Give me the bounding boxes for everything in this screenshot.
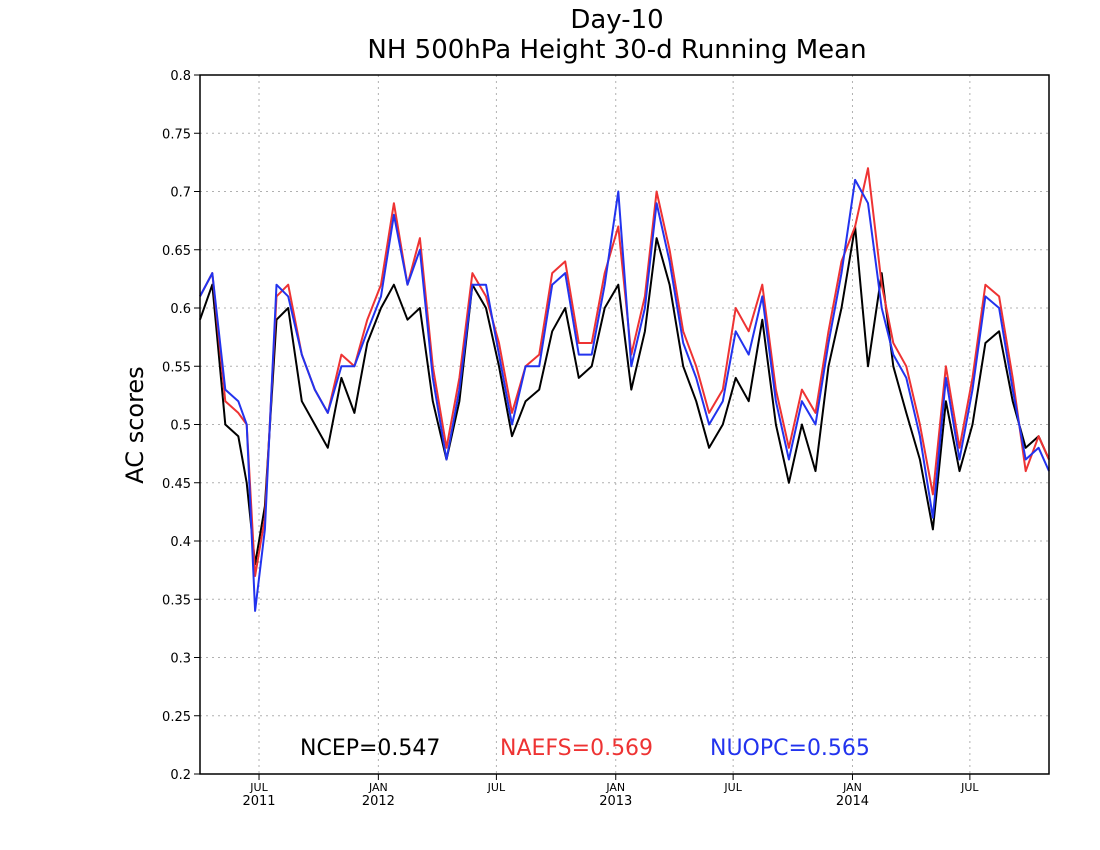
series-line-naefs <box>199 167 1050 577</box>
y-tick-label: 0.2 <box>170 768 191 783</box>
legend-entry-naefs: NAEFS=0.569 <box>500 736 653 761</box>
x-tick-label: JAN <box>368 781 388 794</box>
x-tick-label: JAN <box>605 781 625 794</box>
y-axis-ticks: 0.2 0.25 0.3 0.35 0.4 0.45 0.5 0.55 0.6 0.65 0.7 0.… <box>162 69 200 783</box>
x-tick-label: JUL <box>723 781 742 794</box>
grid-lines <box>200 75 1049 774</box>
chart-subtitle: NH 500hPa Height 30-d Running Mean <box>367 35 866 65</box>
y-tick-label: 0.4 <box>170 535 191 550</box>
y-tick-label: 0.5 <box>170 419 191 434</box>
x-tick-year-label: 2014 <box>836 794 869 809</box>
series-line-ncep <box>199 225 1050 566</box>
legend: NCEP=0.547 NAEFS=0.569 NUOPC=0.565 <box>300 736 870 761</box>
series-group <box>199 167 1050 612</box>
y-tick-label: 0.65 <box>162 244 191 259</box>
x-tick-label: JAN <box>842 781 862 794</box>
y-tick-label: 0.8 <box>170 69 191 84</box>
y-tick-label: 0.6 <box>170 302 191 317</box>
legend-entry-ncep: NCEP=0.547 <box>300 736 440 761</box>
y-tick-label: 0.75 <box>162 127 191 142</box>
y-tick-label: 0.55 <box>162 360 191 375</box>
legend-entry-nuopc: NUOPC=0.565 <box>710 736 870 761</box>
y-tick-label: 0.7 <box>170 186 191 201</box>
y-tick-label: 0.3 <box>170 652 191 667</box>
y-tick-label: 0.25 <box>162 710 191 725</box>
x-tick-label: JUL <box>249 781 268 794</box>
x-tick-year-label: 2012 <box>362 794 395 809</box>
x-tick-label: JUL <box>487 781 506 794</box>
y-tick-label: 0.45 <box>162 477 191 492</box>
y-axis-label: AC scores <box>121 366 149 483</box>
series-line-nuopc <box>199 178 1050 612</box>
chart-title: Day-10 <box>570 5 663 35</box>
x-tick-year-label: 2011 <box>242 794 275 809</box>
x-tick-label: JUL <box>960 781 979 794</box>
x-tick-year-label: 2013 <box>599 794 632 809</box>
y-tick-label: 0.35 <box>162 593 191 608</box>
